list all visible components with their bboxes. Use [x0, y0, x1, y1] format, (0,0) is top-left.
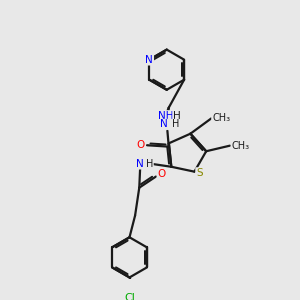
Text: O: O	[158, 169, 166, 179]
Text: H: H	[146, 159, 153, 169]
Text: H: H	[173, 111, 181, 121]
Text: CH₃: CH₃	[231, 141, 250, 151]
Text: O: O	[137, 140, 145, 150]
Text: S: S	[196, 168, 203, 178]
Text: Cl: Cl	[124, 293, 135, 300]
Text: CH₃: CH₃	[212, 113, 230, 123]
Text: N: N	[146, 55, 153, 65]
Text: H: H	[172, 119, 179, 129]
Text: N: N	[136, 159, 144, 169]
Text: N: N	[160, 119, 168, 129]
Text: NH: NH	[158, 111, 174, 121]
